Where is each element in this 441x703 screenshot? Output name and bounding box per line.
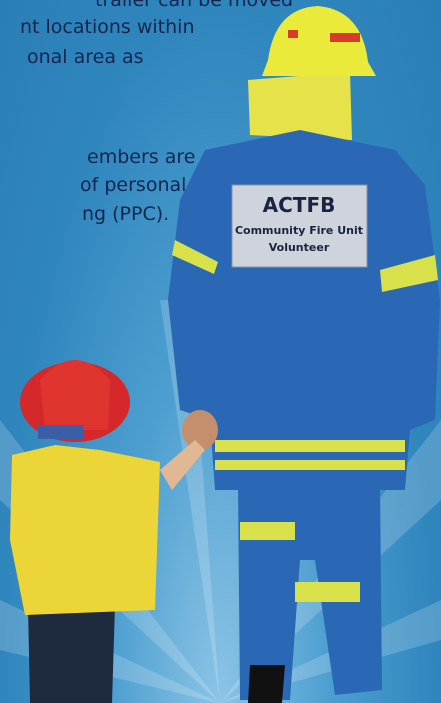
photo: ACTFB Community Fire Unit Volunteer — [0, 0, 441, 703]
text-line: onal area as — [27, 44, 144, 70]
text-line: of personal — [80, 172, 186, 198]
jacket-title: ACTFB — [263, 193, 336, 217]
text-line: ng (PPC). — [82, 201, 169, 227]
text-line: trailer can be moved — [95, 0, 293, 13]
text-line: embers are — [87, 144, 195, 170]
jacket-line: Community Fire Unit — [235, 224, 363, 237]
jacket-line: Volunteer — [269, 241, 330, 254]
photo-page: ACTFB Community Fire Unit Volunteer trai… — [0, 0, 441, 703]
text-line: nt locations within — [20, 14, 195, 40]
